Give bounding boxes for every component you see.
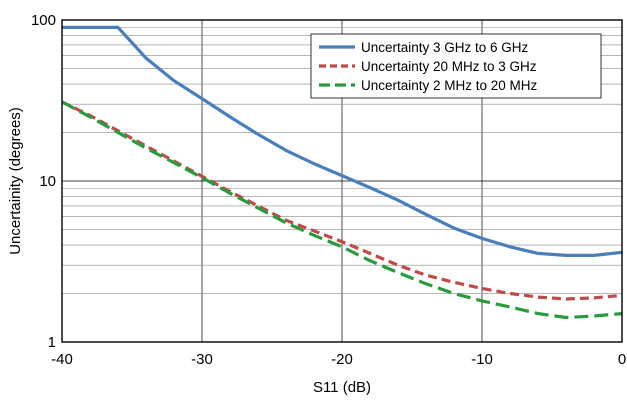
y-axis-ticks: 1 10 100 xyxy=(31,12,56,351)
x-tick-label: -40 xyxy=(51,351,73,368)
x-tick-label: -20 xyxy=(331,351,353,368)
series-line-3 xyxy=(61,100,623,320)
plot-frame xyxy=(61,19,623,343)
series-lines xyxy=(61,25,623,320)
legend-label: Uncertainty 2 MHz to 20 MHz xyxy=(361,78,538,93)
legend-label: Uncertainty 20 MHz to 3 GHz xyxy=(361,59,537,74)
x-tick-label: -10 xyxy=(471,351,493,368)
y-tick-label: 10 xyxy=(39,173,56,190)
series-line-1 xyxy=(62,25,623,257)
y-tick-label: 1 xyxy=(48,334,56,351)
x-axis-ticks: -40 -30 -20 -10 0 xyxy=(51,351,626,368)
y-tick-label: 100 xyxy=(31,12,56,29)
x-tick-label: -30 xyxy=(191,351,213,368)
legend-box xyxy=(310,33,602,99)
legend: Uncertainty 3 GHz to 6 GHz Uncertainty 20… xyxy=(310,33,602,99)
x-tick-label: 0 xyxy=(618,351,626,368)
x-axis-title: S11 (dB) xyxy=(313,379,371,396)
legend-label: Uncertainty 3 GHz to 6 GHz xyxy=(361,40,529,55)
series-line-2 xyxy=(61,100,623,301)
y-axis-title: Uncertainity (degrees) xyxy=(7,107,24,255)
